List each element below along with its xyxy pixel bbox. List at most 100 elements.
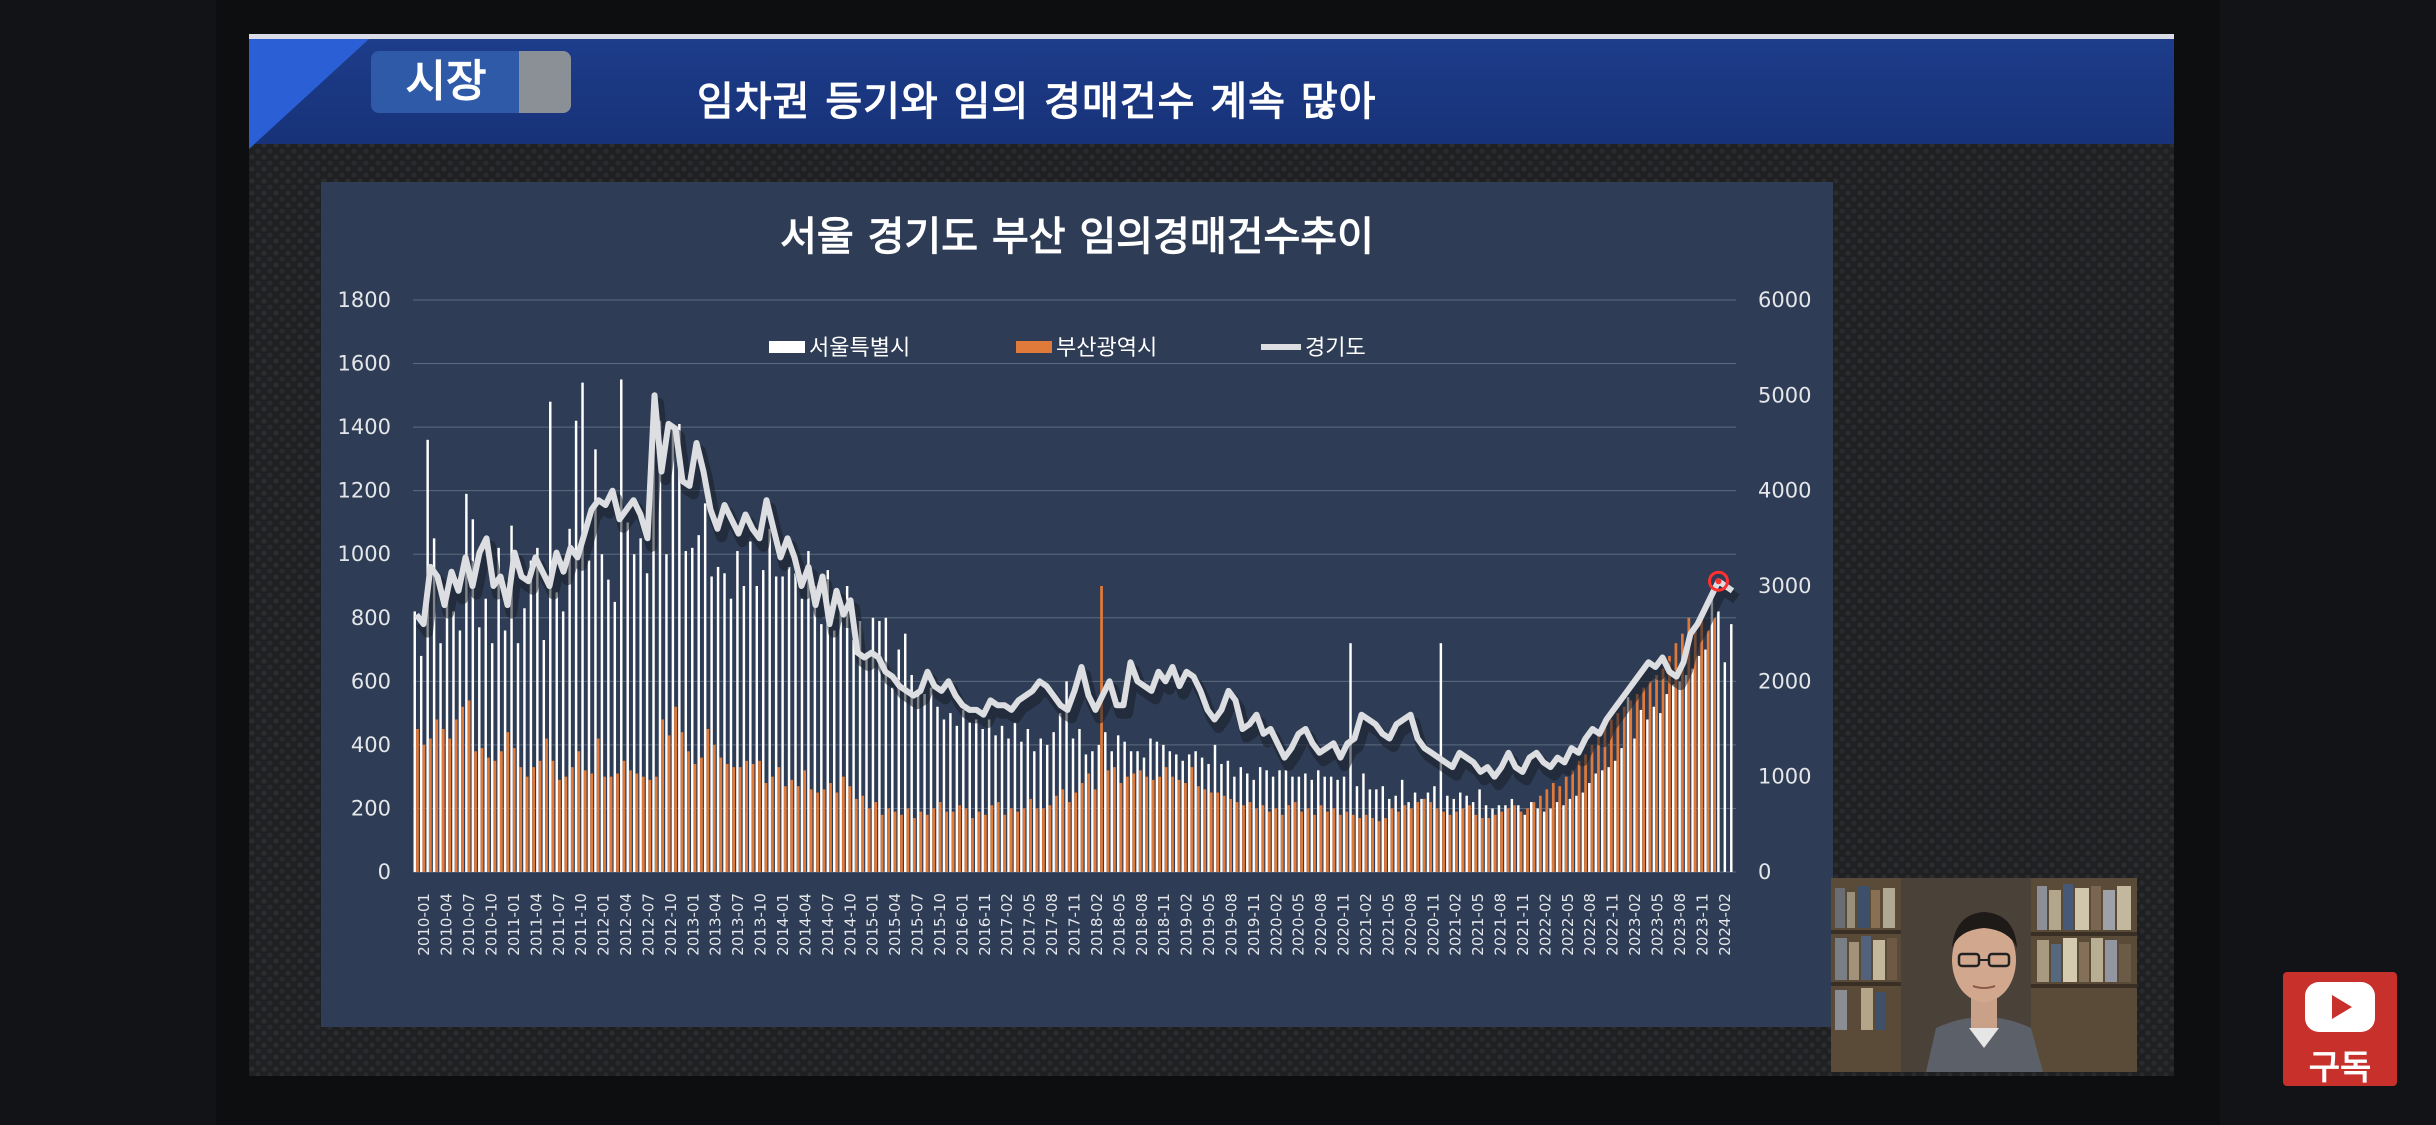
bar-seoul (1187, 754, 1191, 872)
bar-busan (842, 776, 845, 872)
bar-seoul (794, 573, 797, 872)
bar-busan (1648, 681, 1652, 872)
slide-header: 시장 임차권 등기와 임의 경매건수 계속 많아 (249, 34, 2174, 149)
bar-busan (583, 770, 587, 872)
bar-busan (958, 805, 961, 872)
bar-seoul (1129, 751, 1133, 872)
bar-busan (951, 811, 955, 872)
bar-busan (977, 811, 981, 872)
bar-busan (570, 767, 574, 872)
bar-seoul (1284, 770, 1288, 872)
bar-seoul (800, 598, 804, 872)
bar-seoul (1194, 751, 1197, 872)
bar-busan (1397, 811, 1400, 872)
bar-seoul (1426, 792, 1430, 872)
bar-seoul (858, 620, 862, 872)
legend-label: 경기도 (1305, 336, 1366, 361)
bar-seoul (1246, 773, 1249, 872)
subscribe-button[interactable]: 구독 (2283, 972, 2397, 1088)
bar-busan (1222, 795, 1226, 872)
bar-busan (1506, 808, 1510, 872)
left-letterbox (0, 0, 216, 1125)
bar-seoul (1104, 732, 1107, 872)
bar-busan (1474, 814, 1478, 872)
bar-seoul (1394, 795, 1397, 872)
bar-busan (1209, 792, 1213, 872)
bar-seoul (781, 576, 784, 872)
x-tick-label: 2019-05 (1200, 893, 1218, 956)
bar-seoul (1497, 805, 1501, 872)
bar-seoul (1446, 795, 1449, 872)
y-left-tick-label: 1600 (338, 352, 391, 376)
bar-busan (700, 757, 703, 872)
bar-seoul (1665, 694, 1668, 872)
bar-busan (1087, 773, 1090, 872)
x-tick-label: 2022-08 (1581, 893, 1599, 956)
bar-busan (1564, 776, 1568, 872)
bar-seoul (426, 439, 429, 872)
presenter-video (1831, 878, 2137, 1072)
bar-seoul (994, 735, 997, 872)
bar-busan (448, 738, 452, 872)
bookshelf-right (2031, 878, 2137, 1072)
bar-busan (680, 732, 684, 872)
bar-busan (783, 786, 787, 872)
bar-busan (1177, 779, 1181, 872)
bar-busan (1422, 798, 1426, 872)
bar-busan (551, 760, 555, 872)
bar-seoul (910, 674, 913, 872)
bar-busan (1468, 805, 1471, 872)
bar-seoul (1691, 668, 1694, 872)
bar-seoul (826, 570, 830, 872)
bar-seoul (755, 586, 759, 872)
bar-seoul (1045, 744, 1049, 872)
bar-busan (687, 751, 690, 872)
bar-seoul (1252, 779, 1255, 872)
y-left-tick-label: 400 (351, 733, 391, 757)
bar-busan (758, 760, 761, 872)
bar-busan (816, 792, 819, 872)
bar-busan (1603, 725, 1607, 872)
x-tick-label: 2016-01 (953, 893, 971, 956)
bar-busan (1442, 811, 1445, 872)
x-tick-label: 2020-08 (1402, 893, 1420, 956)
bar-seoul (1536, 808, 1539, 872)
right-axis: 0 1000 2000 3000 4000 5000 6000 (1758, 288, 1811, 884)
bar-seoul (871, 617, 875, 872)
bar-seoul (1271, 776, 1275, 872)
bar-seoul (1136, 751, 1139, 872)
bar-seoul (916, 694, 920, 872)
bar-busan (1713, 617, 1716, 872)
x-tick-label: 2022-05 (1559, 893, 1577, 956)
bar-seoul (1355, 786, 1359, 872)
bar-busan (622, 760, 626, 872)
x-tick-label: 2021-11 (1514, 893, 1532, 956)
bar-busan (790, 779, 794, 872)
bar-busan (1003, 814, 1007, 872)
bar-busan (532, 767, 535, 872)
bar-seoul (529, 560, 533, 872)
bar-seoul (1091, 751, 1094, 872)
bar-seoul (1697, 655, 1701, 872)
bar-seoul (1717, 611, 1720, 872)
bar-busan (1403, 805, 1407, 872)
x-tick-label: 2011-10 (572, 893, 590, 956)
bar-busan (971, 817, 974, 872)
bar-busan (545, 738, 548, 872)
bar-seoul (413, 611, 416, 872)
bar-busan (945, 811, 949, 872)
bar-busan (1461, 808, 1465, 872)
bar-busan (1687, 617, 1691, 872)
bar-busan (887, 808, 890, 872)
bar-seoul (1517, 805, 1520, 872)
bar-seoul (1297, 776, 1301, 872)
x-tick-label: 2010-10 (482, 893, 500, 956)
bar-busan (1345, 811, 1349, 872)
bar-busan (1055, 795, 1058, 872)
bar-busan (1681, 633, 1684, 872)
bar-seoul (833, 630, 836, 872)
bar-seoul (497, 547, 500, 872)
bar-busan (1526, 808, 1529, 872)
bar-seoul (516, 643, 520, 872)
bar-seoul (1265, 770, 1268, 872)
